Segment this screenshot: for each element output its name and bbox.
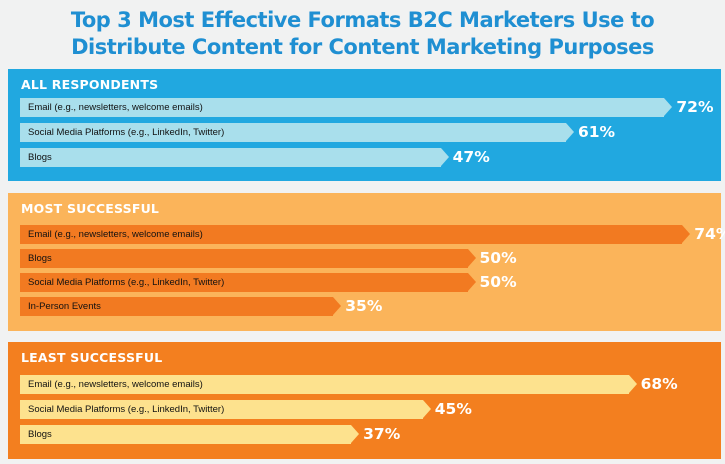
bar-value-label: 35%	[345, 297, 383, 315]
panel-least-successful: LEAST SUCCESSFUL Email (e.g., newsletter…	[8, 342, 721, 459]
panel-title: LEAST SUCCESSFUL	[21, 350, 163, 365]
bar-category-label: Social Media Platforms (e.g., LinkedIn, …	[28, 404, 225, 415]
bar-value-label: 37%	[363, 425, 401, 443]
bar: Social Media Platforms (e.g., LinkedIn, …	[20, 273, 475, 292]
bar: Email (e.g., newsletters, welcome emails…	[20, 225, 691, 244]
panel-title: MOST SUCCESSFUL	[21, 201, 160, 216]
bar: Social Media Platforms (e.g., LinkedIn, …	[20, 123, 574, 142]
bar-value-label: 50%	[479, 249, 517, 267]
bar-value-label: 47%	[452, 148, 490, 166]
bar: Blogs	[20, 249, 475, 268]
bar: Blogs	[20, 425, 360, 444]
bar: In-Person Events	[20, 297, 342, 316]
bar-category-label: In-Person Events	[28, 301, 101, 312]
bar: Email (e.g., newsletters, welcome emails…	[20, 98, 673, 117]
title-line-2: Distribute Content for Content Marketing…	[71, 35, 654, 59]
bar-category-label: Social Media Platforms (e.g., LinkedIn, …	[28, 127, 225, 138]
bar-category-label: Blogs	[28, 152, 52, 163]
bar-category-label: Email (e.g., newsletters, welcome emails…	[28, 229, 203, 240]
bar-category-label: Email (e.g., newsletters, welcome emails…	[28, 379, 203, 390]
panel-most-successful: MOST SUCCESSFUL Email (e.g., newsletters…	[8, 193, 725, 331]
panel-all-respondents: ALL RESPONDENTS Email (e.g., newsletters…	[8, 69, 721, 181]
bar-category-label: Email (e.g., newsletters, welcome emails…	[28, 102, 203, 113]
title-line-1: Top 3 Most Effective Formats B2C Markete…	[70, 8, 655, 32]
panel-title: ALL RESPONDENTS	[21, 77, 159, 92]
bar-category-label: Blogs	[28, 253, 52, 264]
bar: Blogs	[20, 148, 449, 167]
bar-value-label: 61%	[577, 123, 616, 141]
chart-title: Top 3 Most Effective Formats B2C Markete…	[0, 0, 725, 59]
bar-value-label: 45%	[434, 400, 472, 418]
bar-category-label: Blogs	[28, 429, 52, 440]
bar: Email (e.g., newsletters, welcome emails…	[20, 375, 637, 394]
bar-value-label: 68%	[640, 375, 678, 393]
bar: Social Media Platforms (e.g., LinkedIn, …	[20, 400, 431, 419]
bar-value-label: 72%	[676, 98, 714, 116]
bar-value-label: 50%	[479, 273, 517, 291]
bar-category-label: Social Media Platforms (e.g., LinkedIn, …	[28, 277, 225, 288]
bar-value-label: 74%	[694, 225, 725, 243]
